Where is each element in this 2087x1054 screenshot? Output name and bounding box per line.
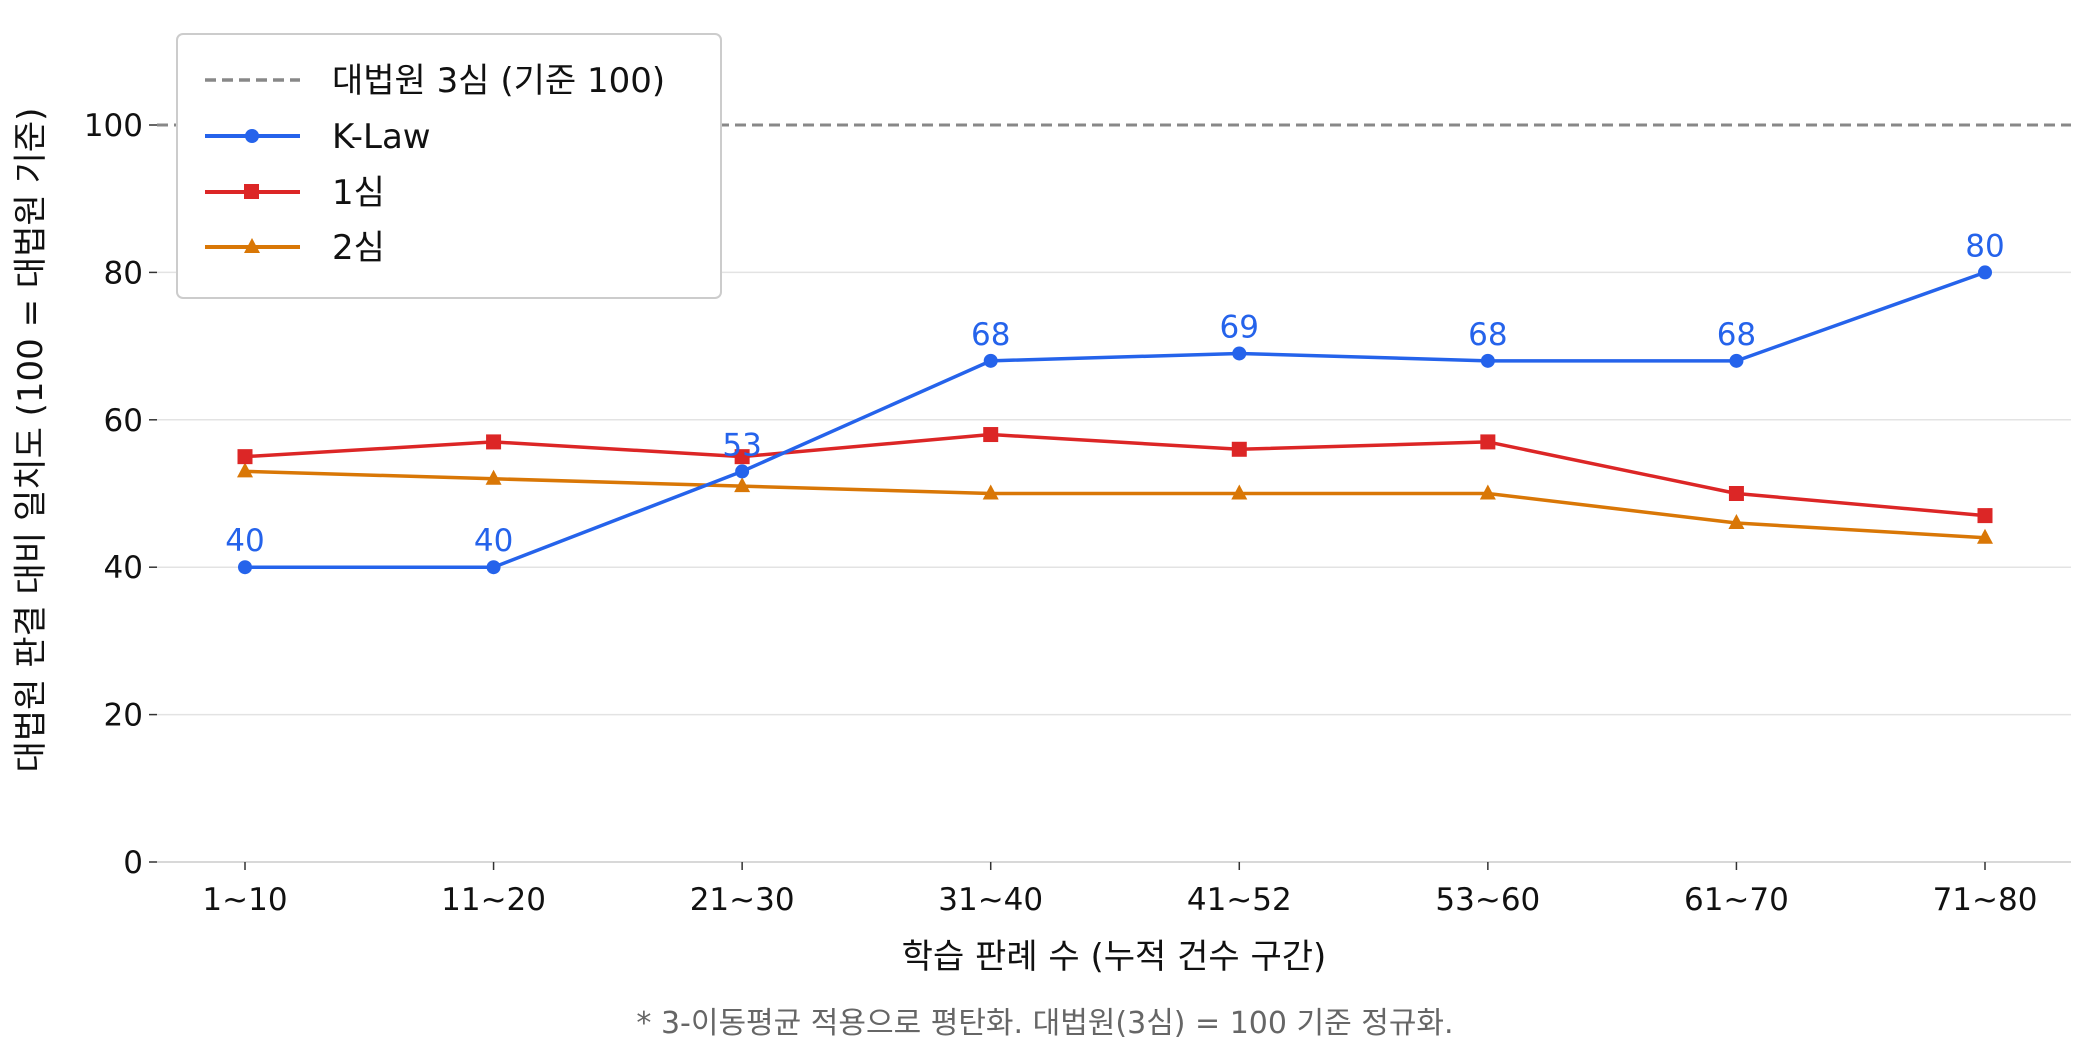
data-label: 68 xyxy=(1468,317,1507,353)
data-point xyxy=(485,469,502,485)
legend-square-marker xyxy=(244,184,259,199)
data-point xyxy=(1231,484,1248,500)
x-tick-label: 41~52 xyxy=(1187,882,1292,918)
footnote: * 3-이동평균 적용으로 평탄화. 대법원(3심) = 100 기준 정규화. xyxy=(636,1006,1453,1041)
y-tick-label: 60 xyxy=(104,403,143,439)
legend-second-label: 2심 xyxy=(332,228,385,268)
data-label: 53 xyxy=(722,427,761,463)
data-label: 40 xyxy=(474,523,513,559)
x-tick-label: 21~30 xyxy=(690,882,795,918)
legend-box xyxy=(176,33,722,299)
x-tick-label: 71~80 xyxy=(1933,882,2038,918)
legend-klaw-label: K-Law xyxy=(332,117,431,157)
data-point xyxy=(983,427,999,443)
x-tick-label: 11~20 xyxy=(441,882,546,918)
x-tick-label: 1~10 xyxy=(202,882,287,918)
series-layer: 40 40 53 68 69 68 68 80 xyxy=(157,123,2071,575)
data-point xyxy=(486,560,501,575)
y-tick-label: 40 xyxy=(104,550,143,586)
series-line-2 xyxy=(244,469,1986,540)
y-tick-label: 0 xyxy=(123,845,143,881)
legend-triangle-marker xyxy=(244,238,260,253)
data-point xyxy=(486,434,502,450)
data-label: 68 xyxy=(971,317,1010,353)
data-label: 80 xyxy=(1965,228,2004,264)
axes: 0 20 40 60 80 100 1~10 11~20 21~30 31~40 41~52 53~6… xyxy=(84,108,2071,918)
data-point xyxy=(1480,353,1495,368)
data-point xyxy=(1977,508,1993,524)
data-point xyxy=(1729,353,1744,368)
legend-ref-label: 대법원 3심 (기준 100) xyxy=(332,61,665,101)
y-axis-label: 대법원 판결 대비 일치도 (100 = 대법원 기준) xyxy=(11,108,51,773)
series-line-1 xyxy=(244,432,1986,518)
data-point xyxy=(982,484,999,500)
y-tick-label: 100 xyxy=(84,108,143,144)
x-axis-label: 학습 판례 수 (누적 건수 구간) xyxy=(902,937,1327,977)
x-tick-label: 31~40 xyxy=(938,882,1043,918)
legend: 대법원 3심 (기준 100) K-Law 1심 2심 xyxy=(176,33,722,299)
data-point xyxy=(1978,265,1992,280)
data-point xyxy=(1232,346,1247,361)
data-label: 40 xyxy=(225,523,264,559)
legend-circle-marker xyxy=(245,129,259,143)
y-tick-label: 20 xyxy=(104,698,143,734)
y-tick-label: 80 xyxy=(104,255,143,291)
data-point xyxy=(983,353,998,368)
data-point xyxy=(238,560,252,575)
x-tick-label: 53~60 xyxy=(1435,882,1540,918)
series-line-0 xyxy=(245,270,1986,569)
data-point xyxy=(1480,434,1496,450)
data-point xyxy=(1479,484,1496,500)
data-point xyxy=(237,449,253,465)
x-tick-label: 61~70 xyxy=(1684,882,1789,918)
data-point xyxy=(1728,486,1744,501)
data-label: 69 xyxy=(1220,309,1259,345)
data-point xyxy=(1728,513,1745,529)
data-label: 68 xyxy=(1717,317,1756,353)
data-point xyxy=(735,464,750,479)
data-point xyxy=(1977,528,1993,544)
data-point xyxy=(1231,441,1247,457)
data-point xyxy=(734,477,751,493)
legend-first-label: 1심 xyxy=(332,173,385,213)
data-point xyxy=(734,449,750,465)
data-point xyxy=(237,462,253,478)
